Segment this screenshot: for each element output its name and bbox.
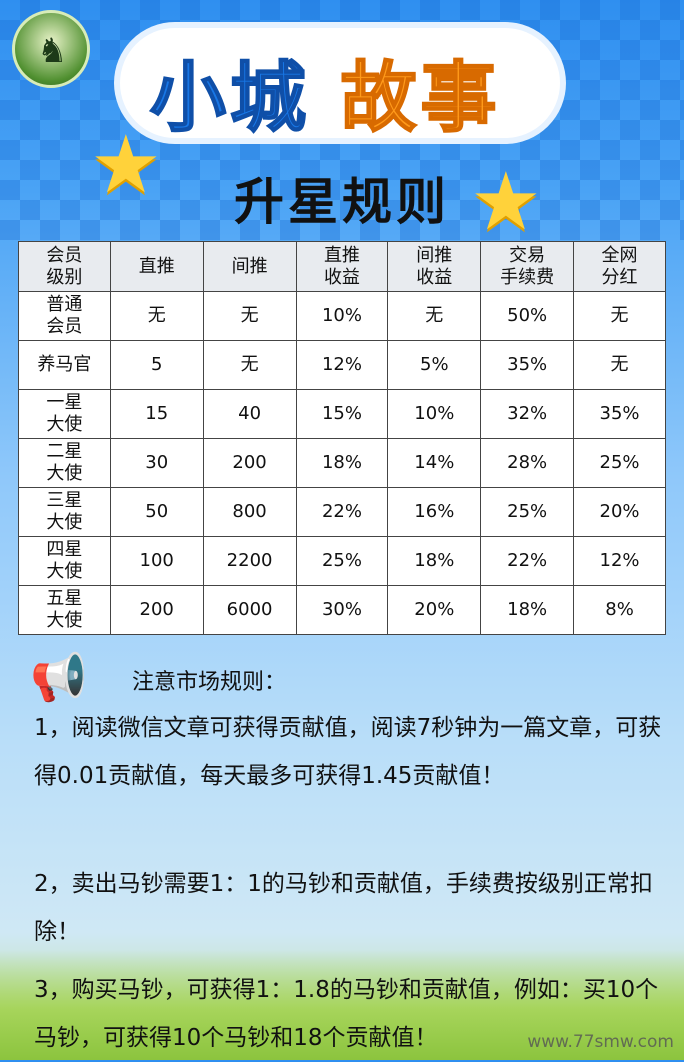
column-header: 交易 手续费 [480,241,575,292]
column-header: 全网 分红 [573,241,666,292]
table-cell: 40 [202,389,297,439]
table-cell: 50% [480,291,575,341]
table-cell: 22% [480,536,575,586]
table-cell: 6000 [202,585,297,635]
table-cell: 16% [387,487,482,537]
table-cell: 普通 会员 [18,291,111,341]
table-cell: 无 [573,291,666,341]
megaphone-icon: 📢 [30,650,88,704]
star-icon: ★ [470,155,542,248]
table-header-row: 会员 级别 直推 间推 直推 收益 间推 收益 交易 手续费 全网 分红 [18,241,666,292]
table-cell: 35% [480,340,575,390]
table-cell: 8% [573,585,666,635]
table-cell: 200 [109,585,204,635]
table-cell: 30% [295,585,389,635]
table-cell: 200 [202,438,297,488]
rule-1: 1，阅读微信文章可获得贡献值，阅读7秒钟为一篇文章，可获得0.01贡献值，每天最… [34,715,662,789]
rule-3: 3，购买马钞，可获得1：1.8的马钞和贡献值，例如：买10个马钞，可获得10个马… [34,977,659,1051]
table-row: 三星 大使 50 800 22% 16% 25% 20% [18,487,666,537]
table-cell: 无 [387,291,482,341]
table-cell: 三星 大使 [18,487,111,537]
notice-title: 注意市场规则： [132,670,287,695]
table-cell: 32% [480,389,575,439]
table-cell: 养马官 [18,340,111,390]
grass-background [0,950,684,1060]
watermark: www.77smw.com [527,1032,674,1052]
table-row: 五星 大使 200 6000 30% 20% 18% 8% [18,585,666,635]
rules-table: 会员 级别 直推 间推 直推 收益 间推 收益 交易 手续费 全网 分红 普通 会员无无 10% 无 50% 无… [18,241,666,635]
table-row: 四星 大使 100 2200 25% 18% 22% 12% [18,536,666,586]
table-cell: 二星 大使 [18,438,111,488]
table-cell: 25% [573,438,666,488]
table-row: 普通 会员无无 10% 无 50% 无 [18,291,666,341]
table-cell: 50 [109,487,204,537]
table-cell: 30 [109,438,204,488]
table-cell: 15% [295,389,389,439]
table-cell: 22% [295,487,389,537]
column-header: 直推 [109,241,204,292]
column-header: 间推 收益 [387,241,482,292]
table-cell: 28% [480,438,575,488]
table-cell: 25% [295,536,389,586]
subtitle: 升星规则 [234,173,450,231]
table-cell: 18% [480,585,575,635]
horse-icon: ♞ [37,31,68,71]
column-header: 间推 [202,241,297,292]
table-cell: 15 [109,389,204,439]
page-title: 小城 故事 [149,52,501,143]
table-cell: 25% [480,487,575,537]
table-cell: 10% [387,389,482,439]
table-cell: 20% [573,487,666,537]
title-cloud [120,28,560,138]
table-cell: 14% [387,438,482,488]
table-cell: 无 [202,340,297,390]
table-cell: 5 [109,340,204,390]
table-cell: 无 [573,340,666,390]
table-cell: 20% [387,585,482,635]
star-icon: ★ [90,118,162,211]
table-cell: 5% [387,340,482,390]
table-cell: 10% [295,291,389,341]
table-cell: 100 [109,536,204,586]
rule-2: 2，卖出马钞需要1：1的马钞和贡献值，手续费按级别正常扣除！ [34,871,653,945]
table-cell: 四星 大使 [18,536,111,586]
table-cell: 五星 大使 [18,585,111,635]
table-cell: 无 [202,291,297,341]
table-cell: 18% [295,438,389,488]
table-cell: 18% [387,536,482,586]
column-header: 直推 收益 [295,241,389,292]
table-cell: 一星 大使 [18,389,111,439]
table-row: 养马官 5 无 12% 5% 35% 无 [18,340,666,390]
table-cell: 无 [109,291,204,341]
table-cell: 12% [573,536,666,586]
table-row: 一星 大使 15 40 15% 10% 32% 35% [18,389,666,439]
table-cell: 12% [295,340,389,390]
logo: ♞ [12,10,90,88]
column-header: 会员 级别 [18,241,111,292]
table-cell: 800 [202,487,297,537]
table-cell: 35% [573,389,666,439]
table-cell: 2200 [202,536,297,586]
table-row: 二星 大使 30 200 18% 14% 28% 25% [18,438,666,488]
